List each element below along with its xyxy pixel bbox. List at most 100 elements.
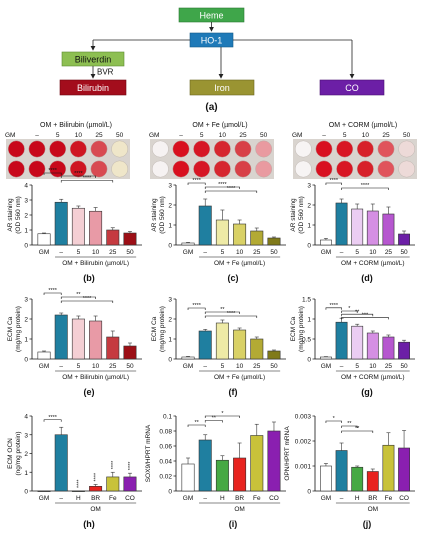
bar (106, 336, 120, 360)
plate-well (111, 140, 129, 158)
significance-bracket (60, 175, 96, 178)
y-tick-label: 2 (168, 317, 172, 324)
x-tick-label: 5 (77, 249, 81, 256)
y-tick-label: 2 (168, 203, 172, 210)
plate-dose-label: 25 (95, 132, 103, 139)
y-axis-label: (ng/mg protein) (15, 431, 22, 475)
plate-dose-label: 10 (75, 132, 83, 139)
plate-well (28, 140, 46, 158)
plate-well (234, 140, 252, 158)
bar (320, 465, 332, 492)
y-tick-label: 0 (307, 243, 311, 250)
caption-i: (i) (229, 519, 238, 529)
bar (123, 232, 137, 246)
plate-title: OM + Bilirubin (µmol/L) (40, 122, 112, 129)
plate-dose-label: – (35, 132, 39, 139)
significance-bracket (204, 186, 240, 189)
bar (335, 450, 348, 492)
heme-label: Heme (199, 11, 223, 21)
bar (89, 486, 103, 492)
bar (123, 345, 137, 360)
x-tick-label: 10 (236, 249, 244, 256)
bvr-label: BVR (97, 68, 114, 77)
plate-well (69, 140, 87, 158)
plate-dose-label: 50 (260, 132, 268, 139)
x-tick-label: CO (399, 495, 409, 502)
plate-well (356, 160, 374, 178)
x-tick-label: H (355, 495, 360, 502)
caption-e: (e) (84, 387, 95, 397)
x-tick-label: 10 (369, 363, 377, 370)
plate-1: OM + Bilirubin (µmol/L) GM – 5 10 25 50 (5, 122, 130, 179)
x-label-gm: GM (321, 249, 331, 256)
bar (106, 229, 120, 246)
significance-bracket (341, 317, 389, 320)
y-tick-label: 3 (24, 198, 28, 205)
caption-a: (a) (205, 102, 217, 113)
x-tick-label: 5 (355, 363, 359, 370)
x-tick-label: – (203, 495, 207, 502)
plate-photo (293, 139, 417, 179)
y-axis-label: SOX9/HPRT mRNA (145, 424, 152, 482)
x-label-gm: GM (183, 495, 193, 502)
y-tick-label: 0 (24, 357, 28, 364)
bar (335, 202, 348, 246)
plate-well (255, 140, 273, 158)
x-tick-label: BR (235, 495, 244, 502)
y-tick-label: 1 (168, 223, 172, 230)
x-tick-label: 25 (253, 249, 261, 256)
plate-dose-label: 50 (116, 132, 124, 139)
iron-node (189, 79, 255, 96)
significance-bracket (325, 420, 342, 423)
y-tick-label: 0 (24, 243, 28, 250)
x-label-gm: GM (39, 249, 49, 256)
y-tick-label: 0 (307, 357, 311, 364)
x-tick-label: 10 (92, 363, 100, 370)
y-tick-label: 3 (168, 183, 172, 190)
significance-label: *** (362, 313, 369, 319)
significance-bracket (60, 296, 96, 299)
bilirubin-label: Bilirubin (77, 83, 109, 93)
x-tick-label: 5 (77, 363, 81, 370)
y-tick-label: 4 (24, 414, 28, 421)
plate-well (193, 160, 211, 178)
y-axis-label: ECM OCN (7, 438, 14, 469)
x-tick-label: – (59, 249, 63, 256)
plate-well (377, 140, 395, 158)
significance-bracket (341, 187, 389, 190)
plate-well (90, 160, 108, 178)
plate-well (213, 140, 231, 158)
bar (215, 459, 229, 492)
significance-label: **** (48, 168, 57, 174)
plate-well (336, 140, 354, 158)
bar (89, 320, 103, 360)
y-axis-label: (OD 560 nm) (298, 196, 305, 234)
y-tick-label: 4 (24, 183, 28, 190)
significance-label: * (348, 306, 351, 312)
x-group-label: OM + CORM (µmol/L) (341, 374, 405, 381)
plate-dose-label: 5 (200, 132, 204, 139)
bar (250, 338, 264, 360)
iron-label: Iron (214, 83, 230, 93)
bar (215, 322, 229, 360)
plate-well (151, 140, 169, 158)
plate-dose-label: 25 (239, 132, 247, 139)
x-tick-label: – (203, 363, 207, 370)
significance-bracket (187, 182, 206, 185)
bar (366, 210, 379, 246)
significance-label: * (221, 411, 224, 417)
x-tick-label: 50 (270, 249, 278, 256)
significance-label: **** (227, 311, 236, 317)
x-tick-label: 10 (236, 363, 244, 370)
plate-well (398, 140, 416, 158)
bar (71, 318, 85, 360)
y-tick-label: 0 (168, 243, 172, 250)
bar (198, 330, 212, 360)
y-tick-label: 0.08 (159, 429, 172, 436)
significance-bracket (204, 311, 240, 314)
x-tick-label: – (59, 495, 63, 502)
plate-title: OM + Fe (µmol/L) (192, 122, 247, 129)
bar (37, 351, 51, 360)
